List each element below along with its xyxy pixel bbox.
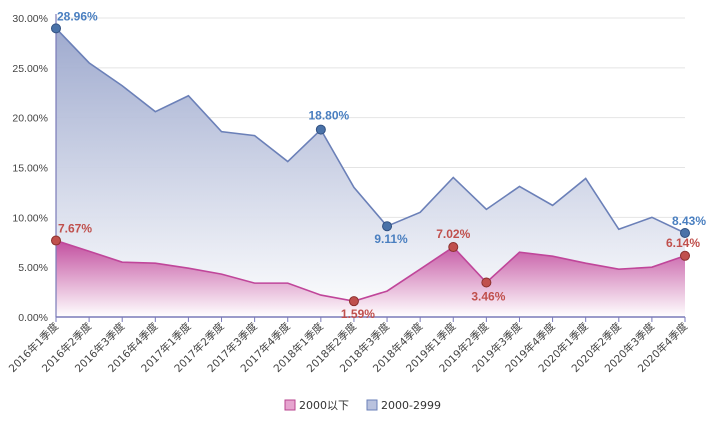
data-point-marker-ring [481, 277, 492, 288]
legend-label: 2000以下 [299, 399, 349, 412]
y-tick-label: 30.00% [12, 13, 48, 25]
legend[interactable]: 2000以下 2000-2999 [284, 399, 441, 412]
data-label: 7.67% [58, 222, 92, 236]
y-tick-label: 25.00% [12, 63, 48, 75]
data-label: 3.46% [471, 290, 505, 304]
data-label: 6.14% [666, 236, 700, 250]
data-point-marker-ring [680, 250, 690, 261]
data-label: 7.02% [436, 227, 470, 241]
legend-item[interactable]: 2000-2999 [366, 399, 441, 412]
y-tick-label: 20.00% [12, 113, 48, 125]
data-point-marker-ring [348, 296, 359, 307]
axes [55, 14, 685, 318]
data-label: 28.96% [57, 9, 98, 23]
data-point-marker-ring [51, 235, 61, 246]
legend-item[interactable]: 2000以下 [284, 399, 349, 412]
data-point-marker-ring [382, 221, 393, 232]
legend-swatch [284, 399, 296, 411]
series-line-pink [55, 239, 686, 302]
legend-swatch [366, 399, 378, 411]
data-label: 9.11% [374, 232, 408, 246]
series-areas [55, 27, 686, 318]
data-labels: 28.96% 18.80% 9.11% 8.43% 7.67% 1.59% 7.02% 3.4… [57, 9, 706, 321]
y-tick-label: 10.00% [12, 212, 48, 224]
point-markers [51, 23, 690, 307]
x-axis-ticks: 2016年1季度2016年2季度2016年3季度2016年4季度2017年1季度… [6, 317, 690, 375]
data-point-marker-ring [680, 227, 690, 238]
legend-label: 2000-2999 [381, 399, 441, 412]
data-label: 1.59% [341, 307, 375, 321]
data-point-marker-ring [315, 124, 326, 135]
y-axis-ticks: 0.00% 5.00% 10.00% 15.00% 20.00% 25.00% 30.00% [12, 13, 48, 324]
y-tick-label: 15.00% [12, 163, 48, 175]
y-tick-label: 5.00% [18, 262, 48, 274]
data-label: 18.80% [308, 109, 349, 123]
data-label: 8.43% [672, 214, 706, 228]
series-line-blue [55, 27, 686, 234]
data-point-marker-ring [448, 242, 459, 253]
data-point-marker-ring [51, 23, 61, 34]
area-fill-blue [56, 28, 685, 318]
area-fill-pink [56, 240, 685, 317]
y-tick-label: 0.00% [18, 312, 48, 324]
